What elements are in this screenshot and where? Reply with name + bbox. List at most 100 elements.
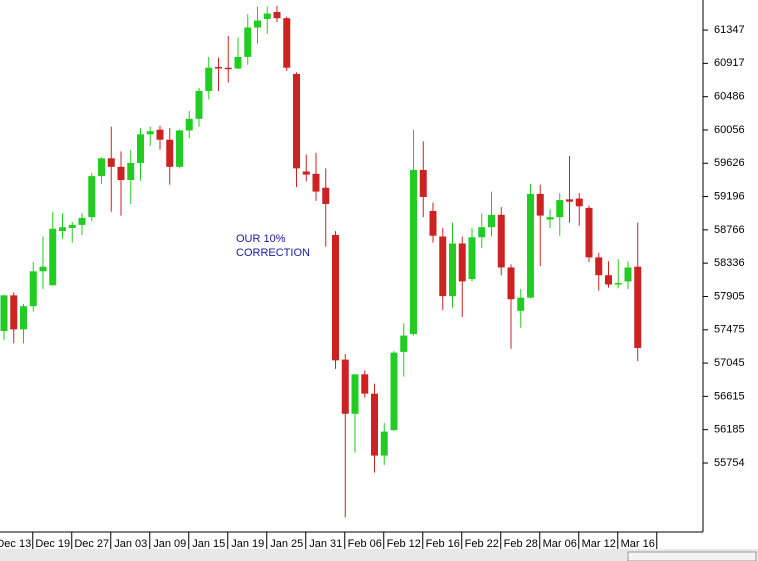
- candle-body: [215, 66, 222, 69]
- candle-body: [234, 56, 242, 69]
- candle-body: [312, 173, 320, 192]
- candle-body: [380, 431, 388, 456]
- candle-body: [429, 210, 437, 236]
- x-tick-label: Jan 31: [309, 538, 342, 550]
- scroll-strip: [0, 549, 758, 561]
- candle-body: [29, 271, 37, 307]
- y-tick-label: 57475: [714, 324, 745, 336]
- candle-body: [283, 18, 291, 68]
- x-tick-label: Mar 06: [543, 538, 577, 550]
- candle-body: [390, 352, 398, 431]
- y-tick-label: 60917: [714, 57, 745, 69]
- y-tick-label: 58766: [714, 224, 745, 236]
- y-tick-label: 60056: [714, 124, 745, 136]
- candle-body: [410, 169, 417, 335]
- candle-body: [78, 217, 86, 225]
- candle-body: [166, 139, 174, 167]
- candle-body: [634, 266, 642, 348]
- candle-body: [419, 169, 427, 198]
- x-tick-label: Dec 27: [74, 538, 109, 550]
- candle-body: [585, 207, 593, 258]
- candle-body: [624, 267, 632, 282]
- candle-body: [351, 374, 359, 414]
- candle-body: [371, 393, 378, 456]
- candle-body: [400, 335, 408, 352]
- candle-body: [39, 266, 47, 272]
- candle-body: [156, 129, 164, 140]
- y-tick-label: 58336: [714, 257, 745, 269]
- candle-body: [68, 224, 76, 228]
- candle-body: [527, 193, 534, 298]
- candle-body: [20, 306, 27, 330]
- candle-body: [98, 158, 105, 177]
- x-tick-label: Jan 15: [192, 538, 225, 550]
- x-tick-label: Mar 16: [621, 538, 655, 550]
- candle-body: [517, 297, 525, 311]
- y-tick-label: 57045: [714, 357, 745, 369]
- candle-body: [107, 158, 115, 167]
- x-tick-label: Feb 28: [504, 538, 538, 550]
- scroll-thumb[interactable]: [627, 551, 757, 561]
- candle-body: [575, 198, 583, 207]
- candle-body: [263, 13, 271, 19]
- candle-body: [361, 374, 369, 394]
- candle-body: [322, 187, 330, 204]
- y-tick-label: 59196: [714, 190, 745, 202]
- x-tick-label: Jan 19: [231, 538, 264, 550]
- candle-body: [185, 118, 193, 131]
- x-tick-label: Jan 03: [114, 538, 147, 550]
- candle-body: [556, 200, 564, 218]
- y-tick-label: 55754: [714, 457, 745, 469]
- y-tick-label: 56615: [714, 390, 745, 402]
- x-tick-label: Dec 19: [35, 538, 70, 550]
- candle-body: [536, 193, 544, 216]
- candle-body: [497, 214, 505, 268]
- candle-body: [273, 11, 281, 19]
- candle-body: [254, 20, 261, 28]
- candle-body: [458, 243, 466, 282]
- candle-body: [224, 67, 232, 70]
- candle-body: [244, 27, 252, 57]
- candle-body: [293, 73, 300, 169]
- x-tick-label: Dec 13: [0, 538, 31, 550]
- candle-body: [595, 257, 603, 276]
- candle-body: [332, 234, 339, 361]
- candle-body: [205, 67, 213, 91]
- candle-body: [449, 243, 456, 297]
- x-tick-label: Feb 12: [387, 538, 421, 550]
- candle-body: [488, 214, 495, 228]
- x-tick-label: Feb 22: [465, 538, 499, 550]
- y-tick-label: 60486: [714, 91, 745, 103]
- y-tick-label: 59626: [714, 157, 745, 169]
- candle-body: [302, 171, 310, 175]
- annotation: OUR 10%: [236, 233, 286, 245]
- candle-body: [195, 90, 203, 119]
- candle-body: [566, 199, 573, 202]
- y-tick-label: 56185: [714, 424, 745, 436]
- y-tick-label: 57905: [714, 290, 745, 302]
- candle-body: [478, 227, 486, 238]
- candle-body: [439, 236, 447, 297]
- candle-body: [146, 131, 154, 135]
- x-tick-label: Mar 12: [582, 538, 616, 550]
- candle-body: [546, 217, 554, 220]
- candle-body: [0, 295, 8, 331]
- x-tick-label: Jan 09: [153, 538, 186, 550]
- candle-body: [10, 295, 18, 330]
- candle-body: [605, 275, 612, 285]
- y-tick-label: 61347: [714, 24, 745, 36]
- candle-body: [127, 162, 135, 180]
- candle-body: [614, 282, 622, 285]
- candle-body: [49, 228, 57, 286]
- candle-body: [88, 176, 96, 218]
- candle-body: [176, 130, 183, 167]
- candle-body: [137, 134, 144, 163]
- x-tick-label: Feb 16: [426, 538, 460, 550]
- candle-body: [117, 166, 125, 180]
- candle-body: [341, 359, 349, 414]
- candle-body: [468, 237, 476, 280]
- x-tick-label: Feb 06: [348, 538, 382, 550]
- annotation: CORRECTION: [236, 247, 310, 259]
